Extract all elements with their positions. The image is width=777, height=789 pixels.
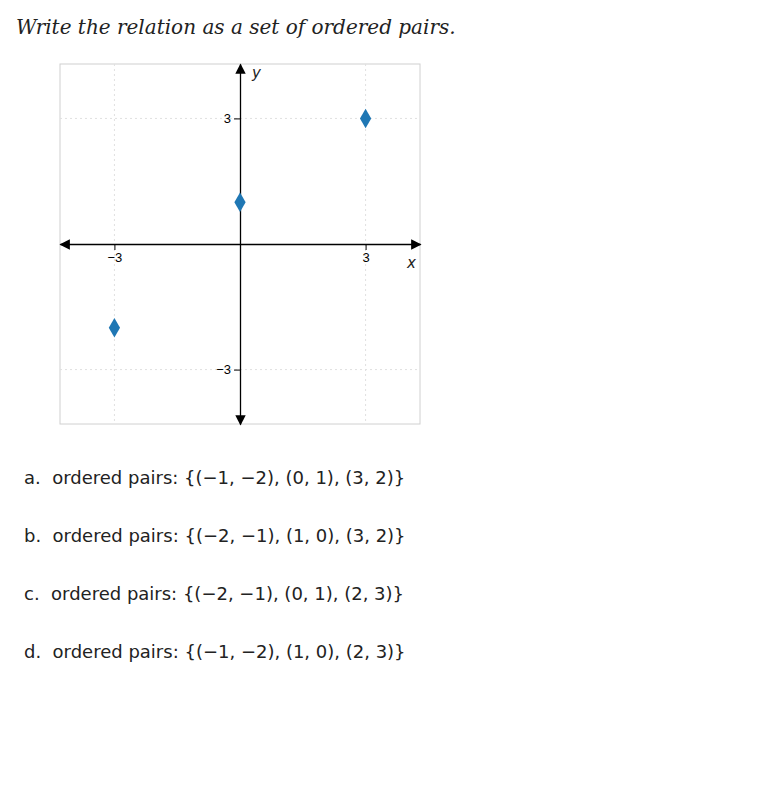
answer-choice: d. ordered pairs: {(−1, −2), (1, 0), (2,… [24, 641, 406, 662]
grid [60, 64, 420, 424]
x-tick-mark [114, 244, 115, 250]
y-tick-mark [234, 118, 240, 119]
y-tick-label: −3 [216, 362, 231, 377]
x-tick: −3 [108, 244, 123, 265]
y-tick-label: 3 [224, 111, 231, 126]
chart-title: Write the relation as a set of ordered p… [16, 15, 456, 39]
y-tick: 3 [224, 111, 240, 126]
x-axis-label: x [406, 254, 416, 272]
x-tick-label: 3 [362, 250, 369, 265]
choices: a. ordered pairs: {(−1, −2), (0, 1), (3,… [24, 467, 406, 662]
answer-choice: a. ordered pairs: {(−1, −2), (0, 1), (3,… [24, 467, 405, 488]
y-axis: −3 3 [216, 65, 240, 425]
y-tick: −3 [216, 362, 240, 377]
x-tick-label: −3 [108, 250, 123, 265]
answer-choice: b. ordered pairs: {(−2, −1), (1, 0), (3,… [24, 525, 406, 546]
chart-svg: Write the relation as a set of ordered p… [0, 0, 777, 789]
x-tick-mark [366, 244, 367, 250]
y-axis-label: y [251, 64, 262, 82]
x-tick: 3 [362, 244, 369, 265]
y-tick-mark [234, 370, 240, 371]
point [109, 318, 120, 338]
y-axis-line [240, 65, 241, 425]
answer-choice: c. ordered pairs: {(−2, −1), (0, 1), (2,… [24, 583, 404, 604]
point [234, 192, 245, 212]
points [109, 109, 371, 338]
plot-frame [60, 64, 420, 424]
point [360, 109, 371, 129]
